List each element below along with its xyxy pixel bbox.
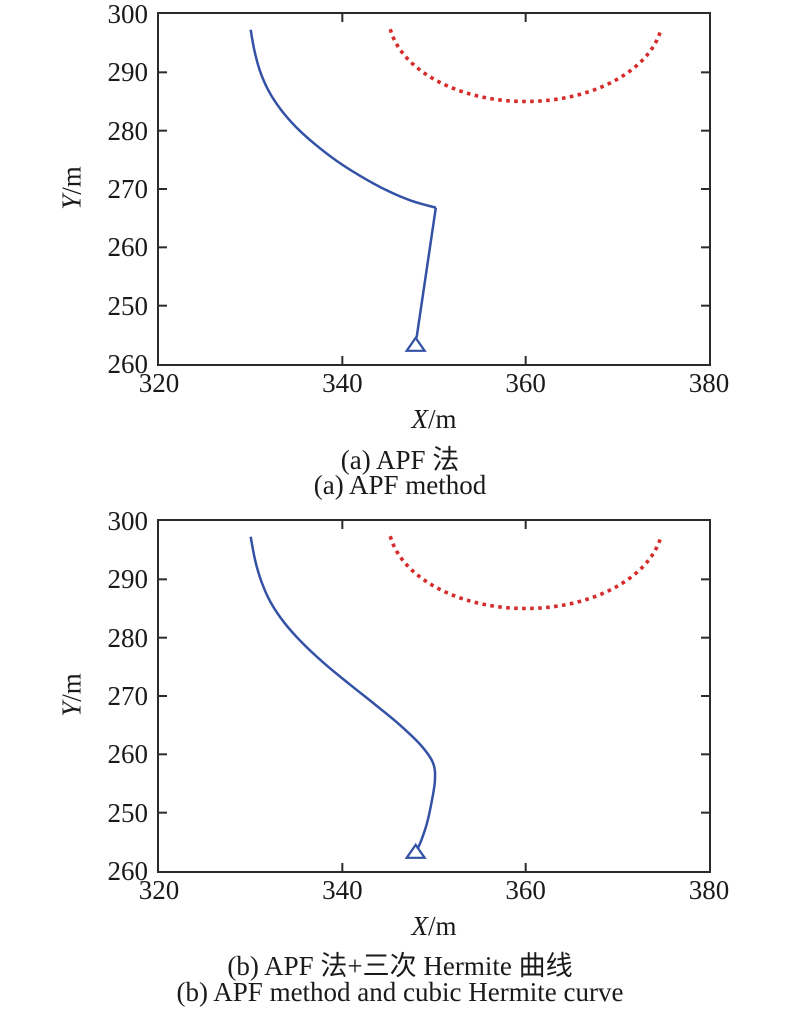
caption-a-english: (a) APF method <box>313 470 487 500</box>
y-tick-label: 260 <box>107 856 149 886</box>
x-tick-label: 340 <box>322 368 363 398</box>
x-tick-label: 320 <box>138 875 180 905</box>
caption-b-english: (b) APF method and cubic Hermite curve <box>176 977 624 1007</box>
x-axis-label-a: X/m <box>324 404 544 435</box>
x-tick-label: 360 <box>505 875 546 905</box>
x-axis-var-b: X <box>411 911 428 941</box>
x-tick-label: 340 <box>322 875 363 905</box>
y-tick-label: 260 <box>107 739 149 770</box>
y-tick-label: 260 <box>107 349 149 379</box>
x-tick-label: 380 <box>688 368 730 398</box>
y-tick-label: 300 <box>107 0 149 29</box>
plot-canvas-a <box>159 14 709 364</box>
plot-area-a <box>157 12 711 366</box>
x-tick-label: 360 <box>505 368 546 398</box>
x-tick-label: 380 <box>688 875 730 905</box>
arc-obstacle-boundary <box>388 28 663 104</box>
y-tick-label: 260 <box>107 232 149 263</box>
x-axis-unit-a: /m <box>427 404 457 434</box>
arc-obstacle-boundary <box>388 535 663 611</box>
x-tick-label: 320 <box>138 368 180 398</box>
caption-a-chinese: (a) APF 法 <box>340 445 460 475</box>
x-axis-var-a: X <box>411 404 428 434</box>
y-tick-label: 270 <box>107 681 149 711</box>
y-tick-label: 270 <box>107 174 149 204</box>
x-axis-unit-b: /m <box>427 911 457 941</box>
y-tick-label: 250 <box>107 290 149 321</box>
y-tick-label: 290 <box>107 564 149 595</box>
y-tick-label: 280 <box>107 622 149 653</box>
plot-area-b <box>157 519 711 873</box>
path-apf-path <box>415 207 438 338</box>
y-tick-label: 280 <box>107 115 149 146</box>
start-marker-triangle <box>404 335 427 352</box>
path-apf-+-cubic-hermite-path <box>249 536 437 850</box>
plot-canvas-b <box>159 521 709 871</box>
caption-b-chinese: (b) APF 法+三次 Hermite 曲线 <box>227 951 573 981</box>
y-tick-label: 300 <box>107 506 149 536</box>
y-tick-label: 290 <box>107 57 149 88</box>
start-marker-triangle <box>404 842 427 859</box>
x-axis-label-b: X/m <box>324 911 544 942</box>
y-tick-label: 250 <box>107 797 149 828</box>
path-apf-path <box>249 29 437 209</box>
